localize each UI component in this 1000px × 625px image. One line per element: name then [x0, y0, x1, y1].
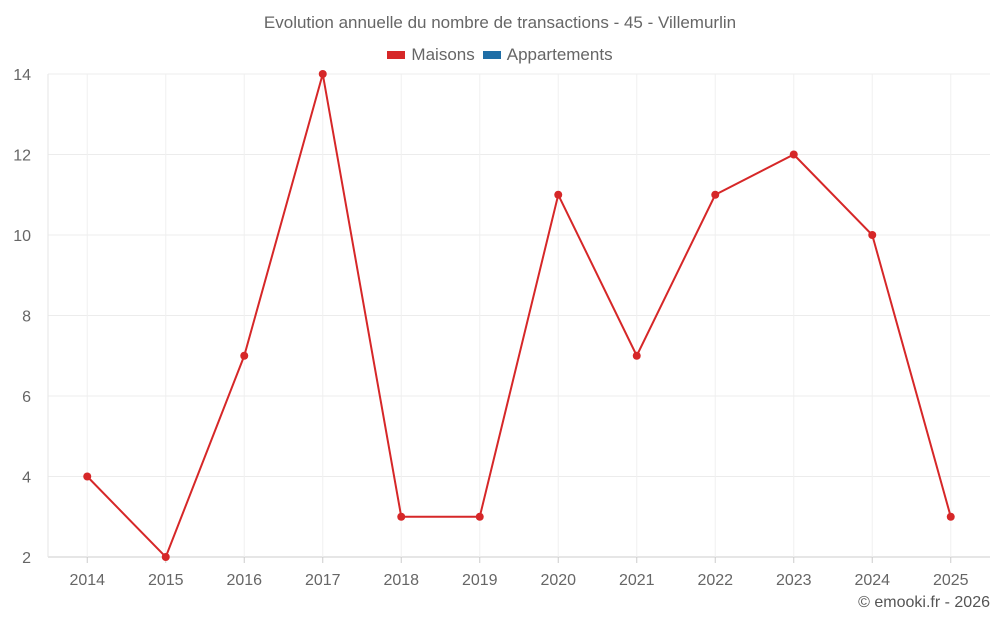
data-point: [868, 231, 877, 239]
data-point: [554, 190, 563, 199]
y-tick-label: 10: [13, 228, 31, 245]
y-tick-label: 8: [22, 309, 31, 326]
x-tick-label: 2024: [854, 572, 890, 589]
data-point: [711, 190, 720, 199]
x-tick-label: 2015: [148, 572, 184, 589]
x-tick-label: 2020: [540, 572, 576, 589]
legend: Maisons Appartements: [0, 45, 1000, 65]
legend-label-maisons: Maisons: [411, 45, 475, 64]
x-tick-label: 2016: [226, 572, 262, 589]
y-tick-label: 2: [22, 550, 31, 567]
data-point: [83, 472, 92, 481]
y-tick-label: 6: [22, 389, 31, 406]
y-tick-label: 14: [13, 67, 31, 84]
x-tick-label: 2017: [305, 572, 341, 589]
data-point: [161, 553, 170, 561]
x-tick-label: 2025: [933, 572, 969, 589]
chart-title: Evolution annuelle du nombre de transact…: [263, 13, 737, 32]
x-tick-label: 2018: [383, 572, 419, 589]
data-point: [318, 70, 327, 78]
data-point: [475, 512, 484, 521]
legend-label-appartements: Appartements: [506, 45, 613, 64]
x-tick-label: 2019: [462, 572, 498, 589]
x-tick-label: 2023: [776, 572, 812, 589]
data-point: [397, 512, 406, 521]
x-tick-label: 2022: [697, 572, 733, 589]
legend-item-appartements[interactable]: Appartements: [482, 45, 613, 65]
data-point: [946, 512, 955, 521]
legend-item-maisons[interactable]: Maisons: [387, 45, 475, 65]
y-tick-label: 12: [13, 148, 31, 165]
legend-swatch-appartements: [482, 51, 501, 59]
legend-swatch-maisons: [387, 51, 406, 59]
data-point: [240, 351, 249, 360]
y-tick-label: 4: [22, 470, 31, 487]
x-tick-label: 2014: [69, 572, 105, 589]
data-point: [789, 150, 798, 159]
data-point: [632, 351, 641, 360]
credit-text: © emooki.fr - 2026: [858, 594, 990, 611]
series-line-maisons: [86, 73, 952, 559]
x-tick-label: 2021: [619, 572, 655, 589]
